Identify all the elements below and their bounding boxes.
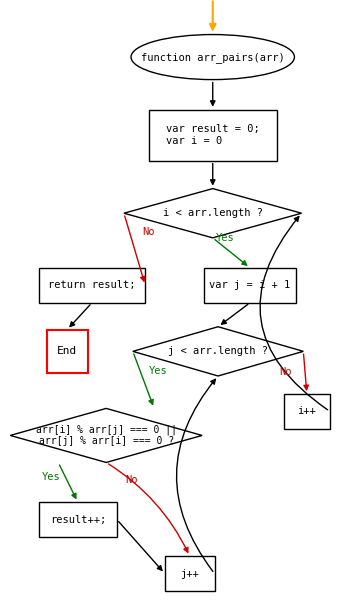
Text: j < arr.length ?: j < arr.length ? — [168, 346, 268, 356]
Text: No: No — [125, 475, 137, 486]
Text: End: End — [57, 346, 77, 356]
Text: var j = i + 1: var j = i + 1 — [209, 281, 291, 290]
Text: return result;: return result; — [48, 281, 136, 290]
Text: Yes: Yes — [216, 233, 234, 243]
Text: arr[i] % arr[j] === 0 ||
arr[j] % arr[i] === 0 ?: arr[i] % arr[j] === 0 || arr[j] % arr[i]… — [36, 424, 177, 446]
Text: result++;: result++; — [50, 515, 106, 524]
Text: No: No — [279, 367, 292, 378]
Text: i < arr.length ?: i < arr.length ? — [163, 208, 263, 218]
Text: Yes: Yes — [42, 473, 61, 483]
Text: j++: j++ — [180, 569, 199, 578]
Text: No: No — [142, 227, 155, 238]
Text: function arr_pairs(arr): function arr_pairs(arr) — [141, 52, 285, 63]
Text: i++: i++ — [297, 406, 316, 416]
Text: Yes: Yes — [148, 365, 167, 376]
Text: var result = 0;
var i = 0: var result = 0; var i = 0 — [166, 125, 260, 146]
